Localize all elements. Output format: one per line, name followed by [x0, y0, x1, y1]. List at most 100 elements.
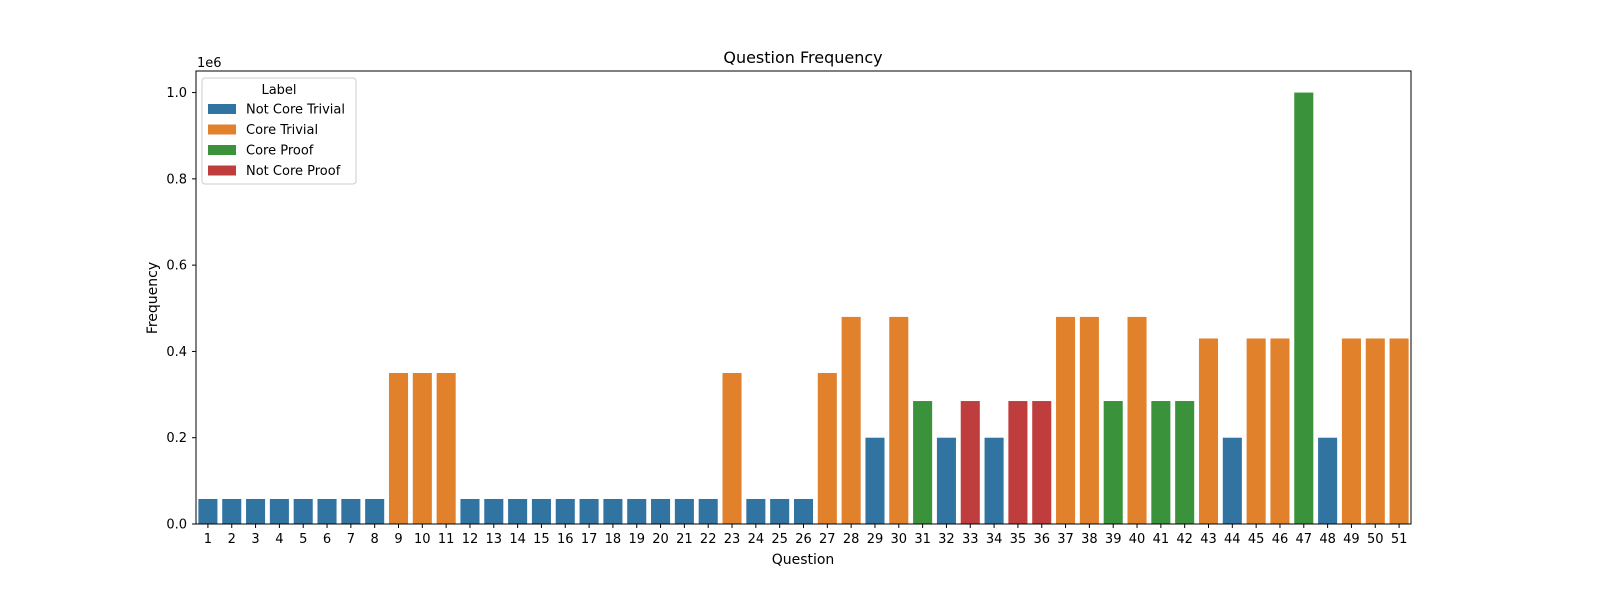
bar-32: [936, 437, 956, 524]
legend-title: Label: [261, 83, 296, 98]
x-tick-label: 44: [1224, 532, 1241, 547]
bar-5: [293, 498, 313, 524]
x-ticks-group: 1 2 3 4 5 6 7 8 9 10 11 12 13 14 15 16 17 18 19 20 21 22 23 24 2…: [204, 524, 1408, 547]
x-tick-label: 1: [204, 532, 212, 547]
bar-42: [1175, 401, 1195, 524]
x-tick-label: 40: [1129, 532, 1146, 547]
bar-33: [960, 401, 980, 524]
x-tick-label: 51: [1391, 532, 1408, 547]
y-axis-label: Frequency: [145, 262, 161, 334]
x-tick-label: 45: [1248, 532, 1265, 547]
x-tick-label: 39: [1105, 532, 1122, 547]
bar-4: [269, 498, 289, 524]
x-tick-label: 34: [986, 532, 1003, 547]
x-tick-label: 10: [414, 532, 431, 547]
x-tick-label: 46: [1272, 532, 1289, 547]
legend-box: [201, 77, 357, 185]
x-tick-label: 47: [1296, 532, 1313, 547]
x-tick-label: 8: [371, 532, 379, 547]
x-tick-label: 43: [1200, 532, 1217, 547]
x-tick-label: 49: [1343, 532, 1360, 547]
y-ticks-group: 0.0 0.2 0.4 0.6 0.8 1.0: [166, 86, 196, 533]
x-tick-label: 16: [557, 532, 574, 547]
bar-2: [222, 498, 242, 524]
bar-35: [1008, 401, 1028, 524]
bar-3: [246, 498, 266, 524]
x-tick-label: 13: [486, 532, 503, 547]
x-tick-label: 7: [347, 532, 355, 547]
bar-47: [1294, 92, 1314, 524]
x-tick-label: 5: [299, 532, 307, 547]
plot-frame: [195, 70, 1412, 525]
x-tick-label: 4: [275, 532, 283, 547]
x-tick-label: 17: [581, 532, 598, 547]
bar-50: [1365, 338, 1385, 524]
bar-46: [1270, 338, 1290, 524]
legend-entry-label: Not Core Trivial: [246, 103, 345, 118]
x-tick-label: 20: [652, 532, 669, 547]
chart-title: Question Frequency: [723, 48, 882, 67]
x-tick-label: 2: [228, 532, 236, 547]
legend-entries: Not Core Trivial Core Trivial Core Proof No…: [208, 103, 345, 179]
x-tick-label: 14: [509, 532, 526, 547]
x-tick-label: 30: [891, 532, 908, 547]
bar-41: [1151, 401, 1171, 524]
legend-swatch: [208, 124, 236, 135]
legend: Label Not Core Trivial Core Trivial Core P…: [201, 77, 357, 185]
x-tick-label: 42: [1176, 532, 1193, 547]
bar-45: [1246, 338, 1266, 524]
x-tick-label: 29: [867, 532, 884, 547]
bar-30: [889, 316, 909, 524]
bar-23: [722, 373, 742, 524]
x-tick-label: 48: [1319, 532, 1336, 547]
bar-6: [317, 498, 337, 524]
bar-1: [198, 498, 218, 524]
x-tick-label: 35: [1010, 532, 1027, 547]
y-offset-text: 1e6: [197, 56, 222, 71]
legend-entry-label: Not Core Proof: [246, 164, 341, 179]
bar-7: [341, 498, 361, 524]
bar-38: [1079, 316, 1099, 524]
bar-26: [793, 498, 814, 524]
bar-18: [603, 498, 623, 524]
x-tick-label: 37: [1057, 532, 1074, 547]
bar-43: [1198, 338, 1219, 524]
x-tick-label: 21: [676, 532, 693, 547]
legend-entry-label: Core Trivial: [246, 123, 318, 138]
y-tick-label: 0.6: [166, 259, 187, 274]
legend-swatch: [208, 104, 236, 114]
x-tick-label: 31: [914, 532, 931, 547]
bar-44: [1222, 437, 1242, 524]
bar-14: [508, 498, 528, 524]
bar-21: [674, 498, 694, 524]
x-tick-label: 25: [771, 532, 788, 547]
bar-8: [365, 498, 385, 524]
bar-29: [865, 437, 885, 524]
bar-34: [984, 437, 1004, 524]
bar-17: [579, 498, 599, 524]
x-tick-label: 26: [795, 532, 812, 547]
x-tick-label: 24: [748, 532, 765, 547]
legend-entry-label: Core Proof: [246, 144, 314, 159]
bar-31: [913, 401, 933, 524]
y-tick-label: 1.0: [166, 86, 187, 101]
x-tick-label: 41: [1153, 532, 1170, 547]
x-tick-label: 3: [251, 532, 259, 547]
bar-27: [817, 373, 837, 524]
bar-20: [651, 498, 671, 524]
x-tick-label: 28: [843, 532, 860, 547]
bar-13: [484, 498, 504, 524]
y-tick-label: 0.8: [166, 172, 187, 187]
x-tick-label: 15: [533, 532, 550, 547]
x-tick-label: 33: [962, 532, 979, 547]
bar-36: [1032, 401, 1052, 524]
bar-19: [627, 498, 647, 524]
x-tick-label: 12: [462, 532, 479, 547]
x-tick-label: 50: [1367, 532, 1384, 547]
bar-49: [1341, 338, 1361, 524]
bar-16: [555, 498, 575, 524]
bar-10: [412, 373, 432, 524]
x-tick-label: 9: [394, 532, 402, 547]
